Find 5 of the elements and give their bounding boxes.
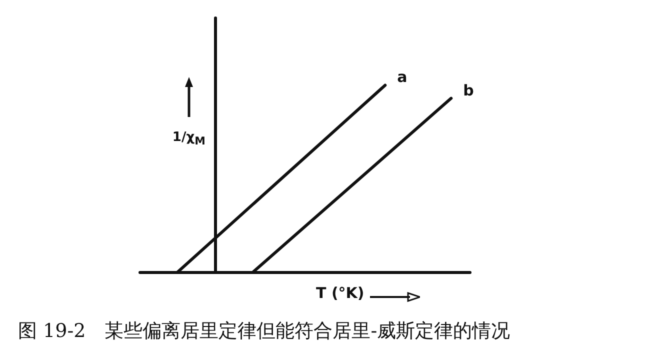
series-label: b [463, 81, 474, 100]
caption: 图 19-2 某些偏离居里定律但能符合居里-威斯定律的情况 [18, 319, 510, 344]
x-axis-title: T (°K) [316, 284, 364, 302]
y-axis-title: 1/χ$_{M}$ [172, 130, 206, 148]
series-label: a [397, 68, 408, 86]
